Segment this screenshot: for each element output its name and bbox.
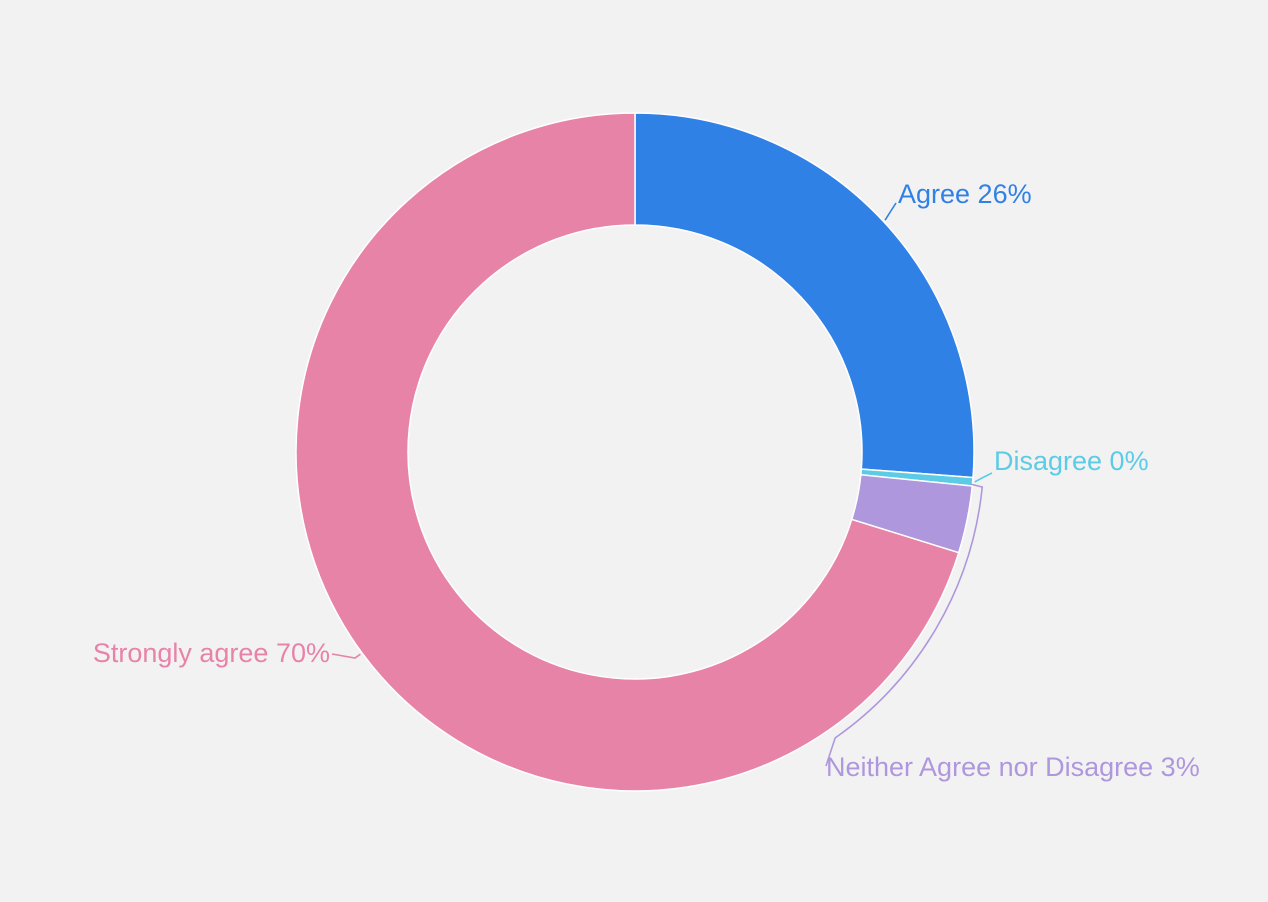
leader-line-disagree bbox=[974, 472, 993, 483]
slice-strongly-agree bbox=[295, 112, 960, 792]
leader-line-neither-agree-nor-disagree bbox=[825, 483, 984, 767]
slices-layer bbox=[295, 112, 975, 792]
slice-label-neither: Neither Agree nor Disagree 3% bbox=[826, 752, 1200, 782]
slice-agree bbox=[634, 112, 975, 479]
slice-label-strongly-agree: Strongly agree 70% bbox=[93, 638, 330, 668]
slice-label-agree: Agree 26% bbox=[898, 179, 1032, 209]
leader-line-strongly-agree bbox=[331, 653, 361, 659]
leader-lines-layer bbox=[331, 202, 993, 767]
leader-line-agree bbox=[884, 202, 897, 221]
slice-label-disagree: Disagree 0% bbox=[994, 446, 1149, 476]
